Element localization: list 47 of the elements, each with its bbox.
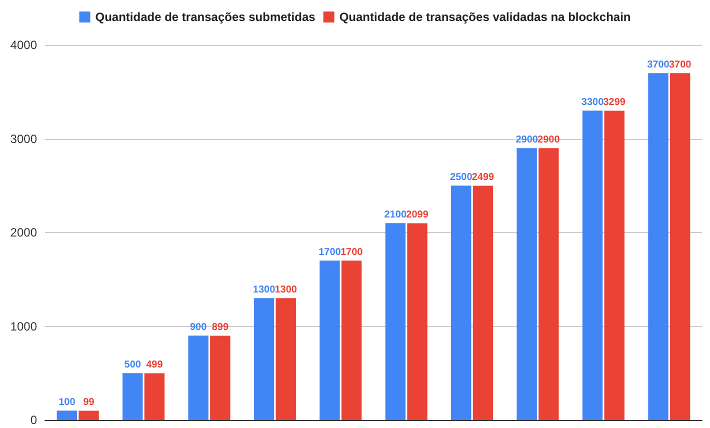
y-tick-label: 3000 (10, 132, 38, 146)
data-label: 2099 (406, 210, 429, 221)
bar (582, 110, 603, 420)
data-label: 100 (58, 397, 76, 408)
bar (56, 410, 78, 420)
data-label: 1700 (340, 247, 364, 258)
bar (320, 260, 340, 420)
data-label: 899 (212, 322, 229, 334)
legend-label: Quantidade de transações submetidas (95, 10, 316, 24)
bar (604, 110, 624, 420)
bar (451, 186, 472, 420)
bar (122, 373, 143, 420)
data-label: 2100 (384, 210, 407, 221)
data-label: 3700 (647, 60, 670, 71)
bar (210, 336, 230, 420)
data-label: 499 (146, 360, 164, 371)
y-tick-label: 1000 (10, 319, 38, 334)
bar (78, 410, 99, 420)
bar (144, 373, 165, 420)
legend-label: Quantidade de transações validadas na blockchain (339, 10, 631, 24)
y-tick-label: 0 (30, 413, 38, 427)
data-label: 3299 (603, 97, 626, 108)
data-label: 2499 (472, 172, 495, 184)
bar (188, 336, 208, 420)
data-label: 2900 (516, 134, 538, 146)
bar (670, 73, 690, 420)
data-label: 500 (124, 360, 142, 371)
data-label: 1300 (252, 284, 276, 296)
data-label: 3300 (581, 97, 604, 108)
data-label: 3700 (668, 60, 692, 71)
data-label: 1300 (274, 284, 298, 296)
bar (538, 148, 559, 420)
bar (254, 298, 274, 420)
y-tick-label: 2000 (10, 226, 38, 240)
data-label: 900 (190, 322, 208, 334)
data-label: 2900 (538, 134, 560, 146)
data-label: 99 (83, 397, 95, 408)
y-tick-label: 4000 (10, 38, 38, 52)
data-label: 1700 (318, 247, 342, 258)
bar (385, 223, 406, 420)
bar (341, 260, 362, 420)
bar (472, 186, 494, 420)
data-label: 2500 (450, 172, 473, 184)
bar (276, 298, 296, 420)
bar (407, 223, 428, 420)
bar (516, 148, 537, 420)
bar (648, 73, 668, 420)
